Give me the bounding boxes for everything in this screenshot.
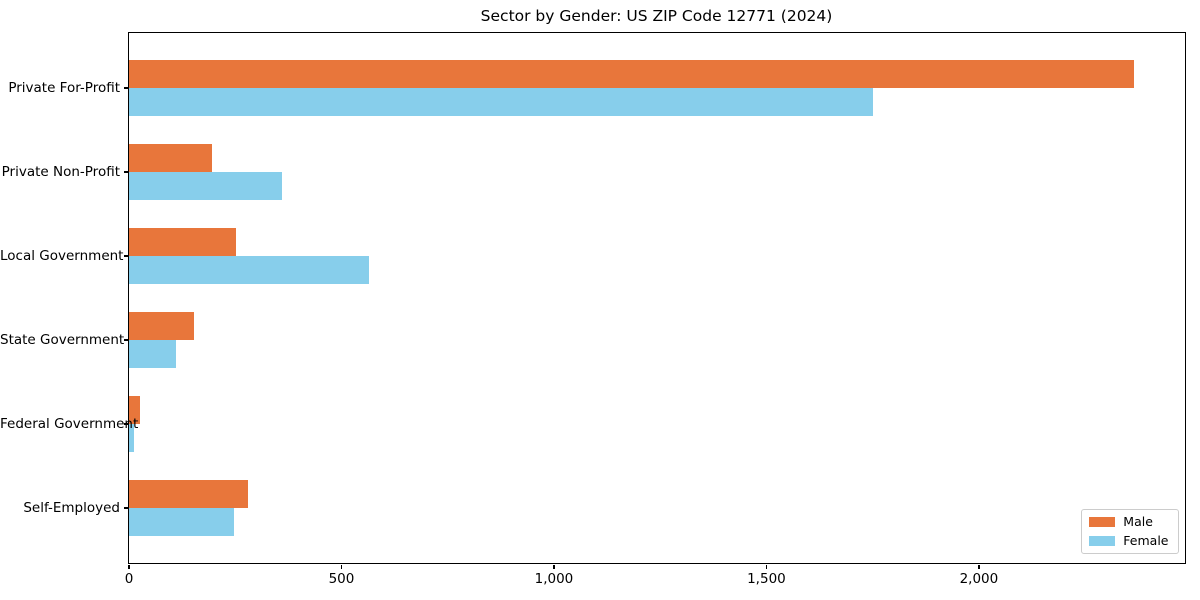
- legend-item-male: Male: [1089, 513, 1168, 529]
- bar-male-6: [128, 479, 249, 508]
- bar-male-2: [128, 143, 212, 172]
- x-tick-mark: [340, 564, 343, 569]
- plot-area: Male Female: [127, 31, 1186, 564]
- y-tick-label: Private For-Profit: [8, 80, 120, 96]
- y-tick-mark: [123, 339, 128, 341]
- bar-female-6: [128, 507, 235, 536]
- x-tick-label: 500: [328, 571, 355, 587]
- x-tick-label: 0: [124, 571, 134, 587]
- legend-label: Male: [1123, 513, 1153, 529]
- bar-female-4: [128, 339, 176, 368]
- x-tick-mark: [765, 564, 768, 569]
- x-tick-label: 1,000: [534, 571, 574, 587]
- legend: Male Female: [1081, 508, 1179, 554]
- y-tick-mark: [123, 87, 128, 89]
- y-tick-label: State Government: [0, 332, 125, 348]
- bar-male-1: [128, 59, 1135, 88]
- y-tick-mark: [123, 255, 128, 257]
- y-tick-label: Local Government: [0, 248, 124, 264]
- bar-male-4: [128, 311, 194, 340]
- legend-swatch-male: [1089, 516, 1116, 527]
- y-tick-label: Private Non-Profit: [1, 164, 120, 180]
- bar-female-5: [128, 423, 134, 452]
- y-tick-label: Self-Employed: [23, 500, 120, 516]
- chart-title: Sector by Gender: US ZIP Code 12771 (202…: [480, 7, 833, 25]
- x-tick-mark: [978, 564, 980, 569]
- y-tick-label: Federal Government: [0, 416, 139, 432]
- bar-female-1: [128, 87, 874, 116]
- x-tick-mark: [128, 564, 130, 569]
- y-tick-mark: [123, 507, 128, 509]
- x-tick-label: 2,000: [959, 571, 999, 587]
- bar-female-2: [128, 171, 283, 200]
- y-tick-mark: [123, 423, 128, 425]
- legend-item-female: Female: [1089, 532, 1169, 548]
- x-tick-label: 1,500: [747, 571, 786, 587]
- x-tick-mark: [553, 564, 555, 569]
- bar-male-3: [128, 227, 236, 256]
- bar-male-5: [128, 395, 141, 424]
- legend-swatch-female: [1089, 535, 1116, 546]
- legend-label: Female: [1123, 532, 1169, 548]
- bar-female-3: [128, 255, 370, 284]
- y-tick-mark: [123, 171, 128, 173]
